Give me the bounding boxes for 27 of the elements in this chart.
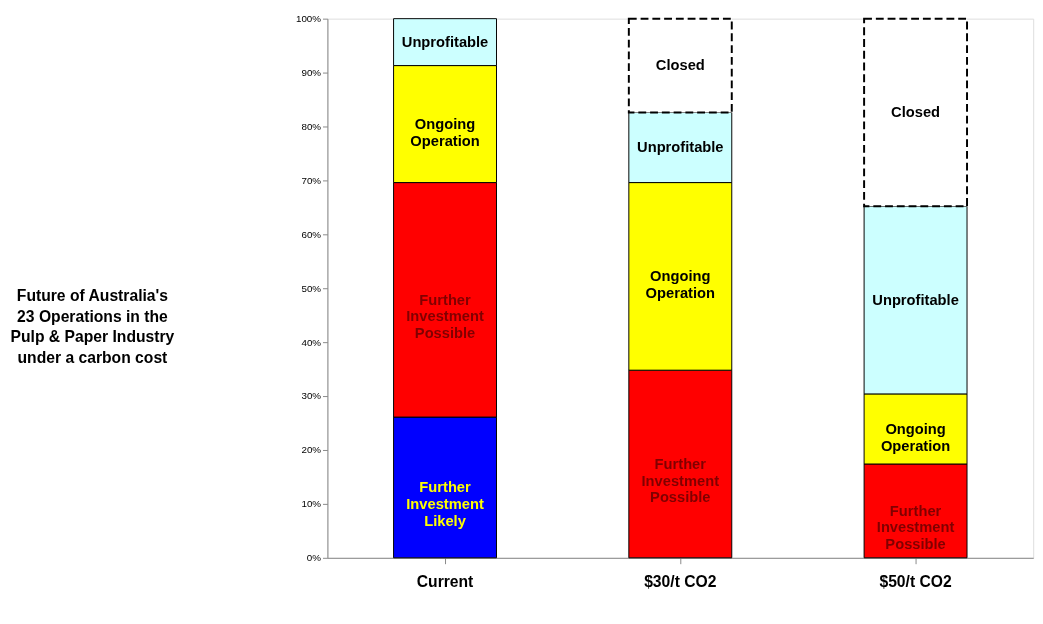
y-tick-label: 30%	[301, 390, 322, 402]
x-tick-label: $50/t CO2	[879, 572, 952, 590]
y-tick-label: 10%	[301, 498, 322, 510]
y-tick-label: 70%	[301, 174, 322, 186]
series-label: Unprofitable	[637, 139, 724, 156]
x-tick-label: $30/t CO2	[644, 572, 717, 590]
y-tick-label: 90%	[301, 67, 322, 79]
text: Ongoing Operation	[410, 115, 480, 149]
text: Further Investment Possible	[406, 291, 484, 342]
series-label: Ongoing Operation	[880, 420, 951, 454]
text: Unprofitable	[872, 292, 959, 308]
text: Closed	[891, 104, 941, 121]
y-tick-label: 0%	[306, 552, 322, 564]
y-tick-label: 80%	[301, 120, 322, 132]
series-label: Closed	[655, 57, 705, 74]
y-tick-label: 50%	[301, 282, 322, 294]
x-tick-label: Current	[416, 572, 475, 590]
y-tick-label: 60%	[301, 228, 322, 240]
text: Unprofitable	[401, 34, 489, 51]
y-tick-label: 100%	[295, 13, 322, 25]
text: Further Investment Possible	[641, 455, 720, 506]
text: Ongoing Operation	[645, 268, 715, 301]
series-label: Further Investment Possible	[876, 502, 955, 553]
y-tick-label: 20%	[301, 444, 322, 456]
series-label: Further Investment Likely	[406, 479, 484, 529]
text: Future of Australia's 23 Operations in the Pulp & Paper Industry under a carbon cost	[10, 286, 175, 366]
y-tick-label: 40%	[301, 336, 322, 348]
